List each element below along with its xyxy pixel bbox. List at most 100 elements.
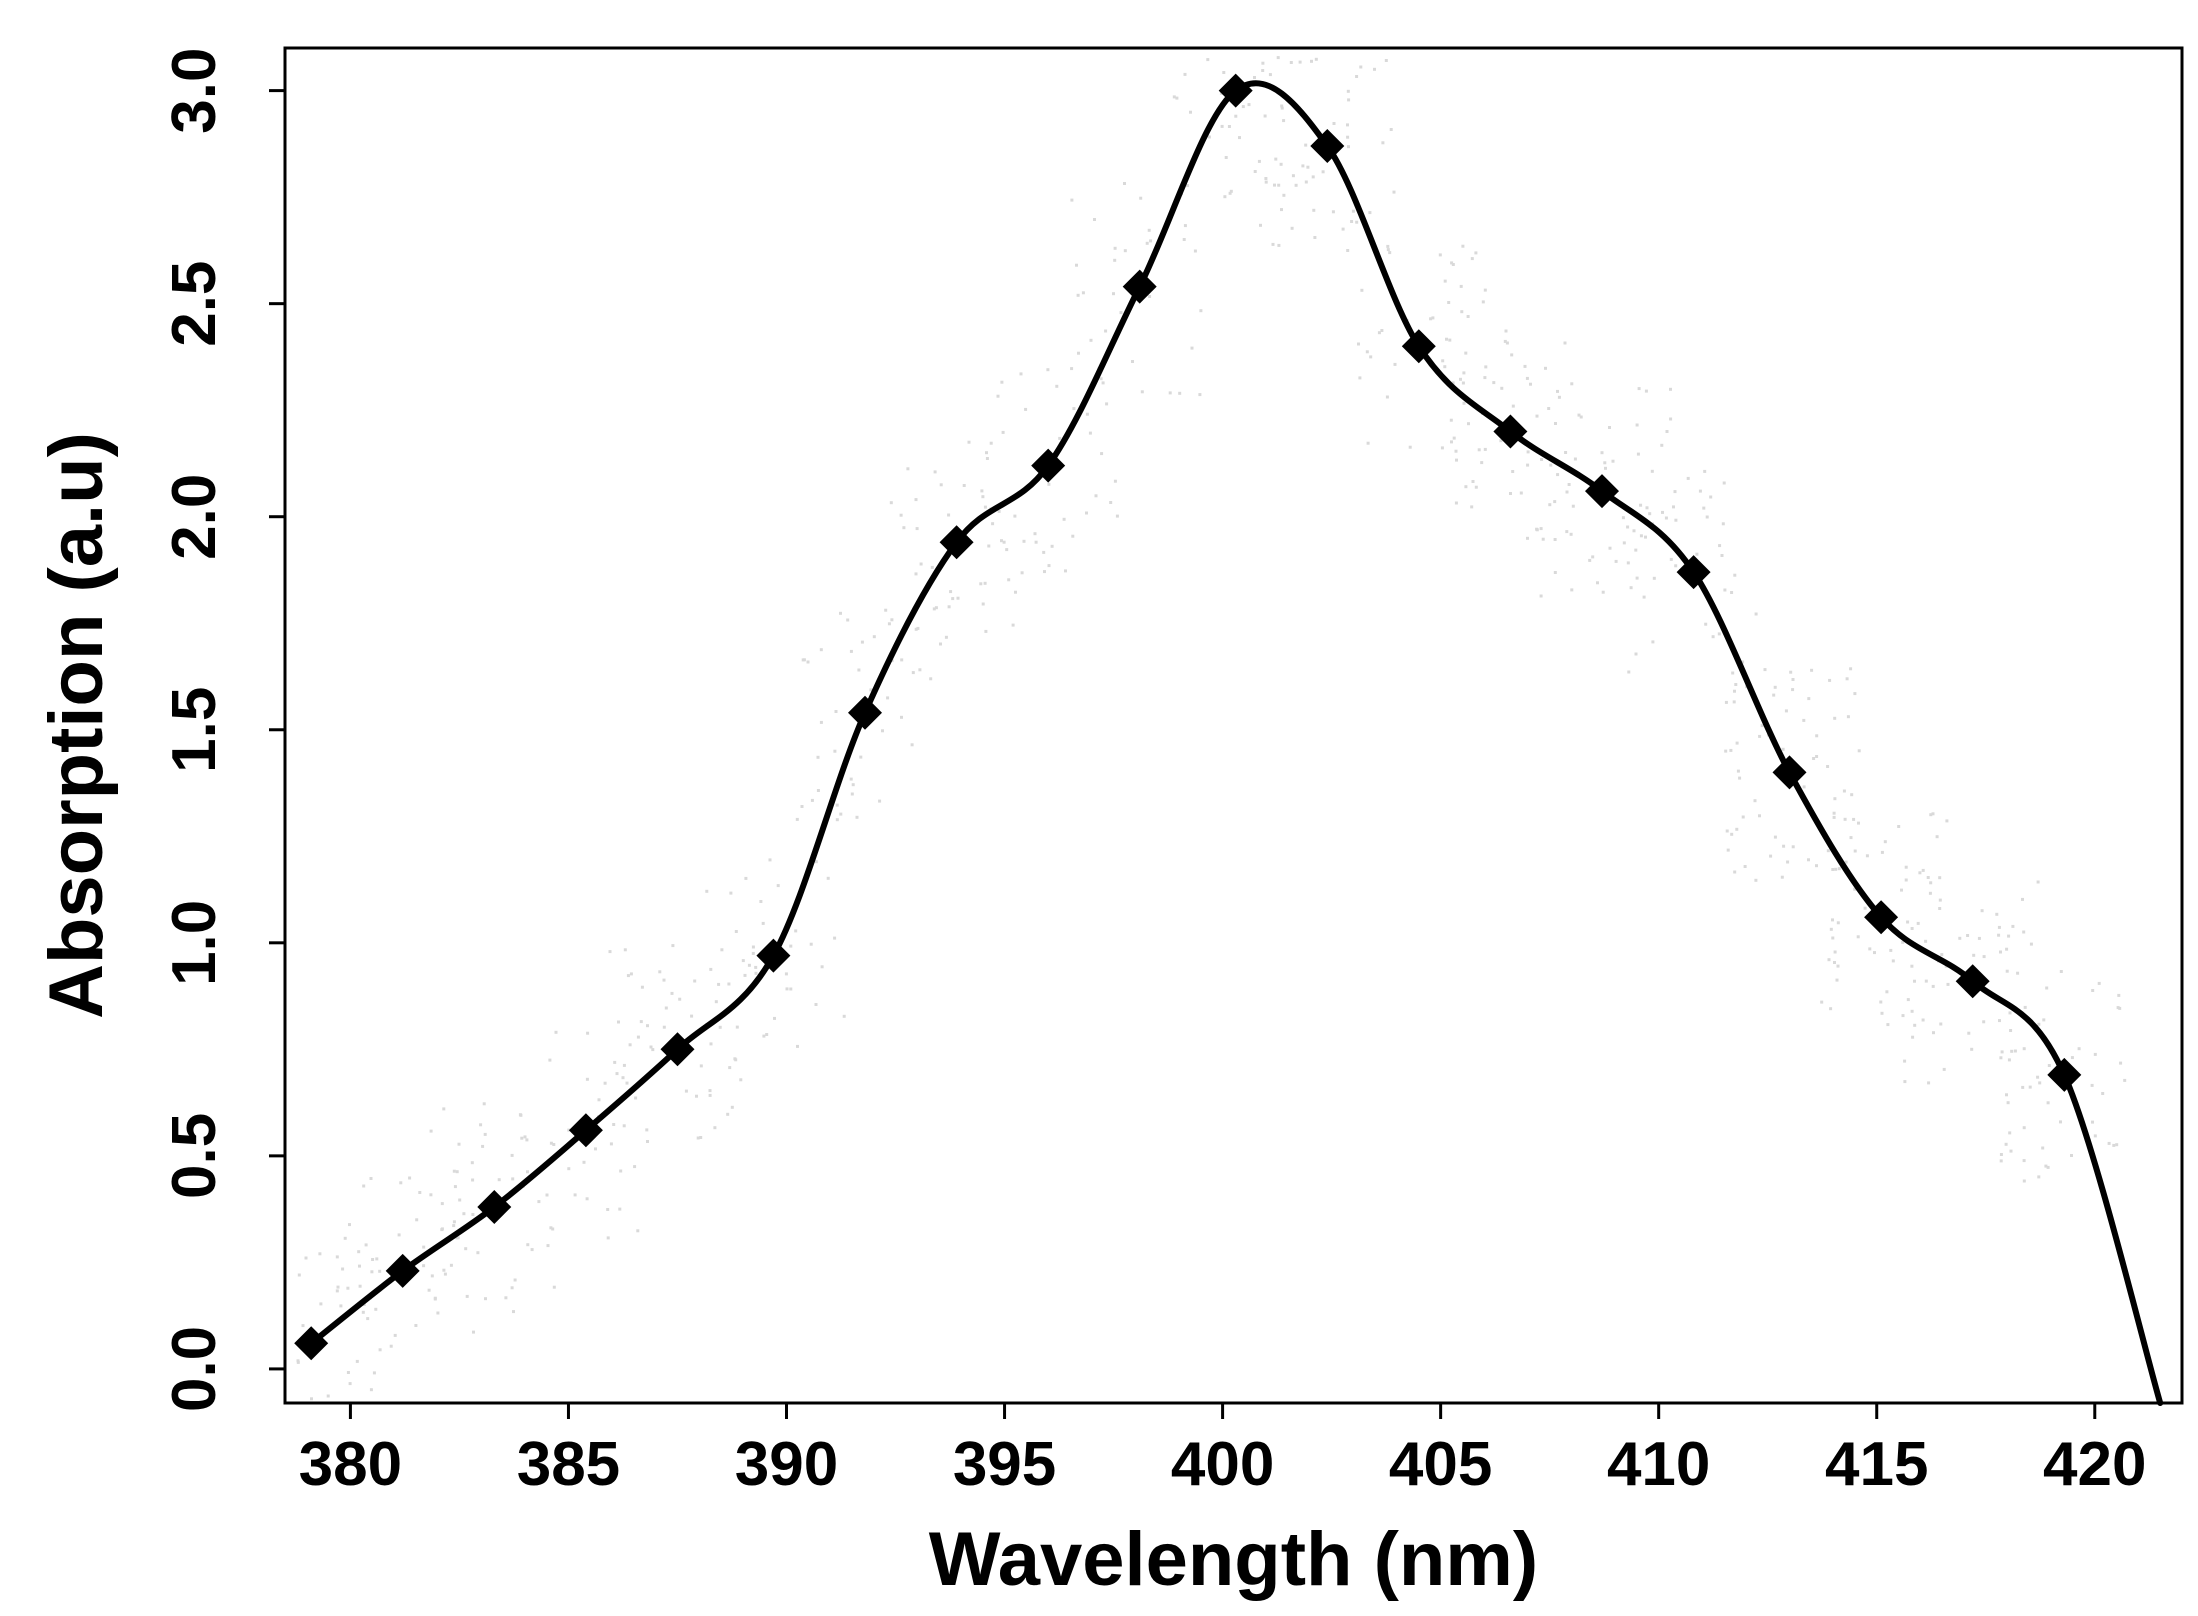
noise-dot	[981, 495, 985, 499]
noise-dot	[457, 1142, 461, 1146]
noise-dot	[1704, 622, 1708, 626]
noise-dot	[625, 1081, 629, 1085]
noise-dot	[585, 1197, 589, 1201]
noise-dot	[2022, 1159, 2026, 1163]
noise-dot	[1483, 447, 1487, 451]
noise-dot	[662, 1025, 666, 1029]
noise-dot	[2008, 1011, 2012, 1015]
noise-dot	[1868, 947, 1872, 951]
data-point-marker	[756, 938, 791, 973]
noise-dot	[2037, 1022, 2041, 1026]
noise-dot	[1849, 836, 1853, 840]
noise-dot	[1500, 386, 1504, 390]
noise-dot	[1563, 341, 1567, 345]
noise-dot	[1702, 506, 1706, 510]
noise-dot	[980, 489, 984, 493]
noise-dot	[1644, 535, 1647, 539]
noise-dot	[1301, 164, 1305, 168]
noise-dot	[1220, 124, 1224, 128]
noise-dot	[1998, 1019, 2001, 1023]
noise-dot	[1277, 243, 1281, 247]
noise-dot	[979, 582, 983, 586]
noise-dot	[301, 1324, 305, 1328]
noise-dot	[1940, 953, 1944, 957]
noise-dot	[849, 777, 853, 781]
noise-dot	[962, 484, 966, 487]
data-point-marker	[2047, 1057, 2082, 1092]
noise-dot	[819, 648, 823, 652]
noise-dot	[318, 1252, 322, 1256]
noise-dot	[335, 1289, 339, 1293]
noise-dot	[1935, 835, 1939, 839]
noise-dot	[2123, 1078, 2127, 1082]
noise-dot	[1648, 512, 1652, 516]
noise-dot	[947, 513, 951, 517]
noise-dot	[2036, 880, 2040, 884]
noise-dot	[835, 818, 839, 822]
noise-dot	[809, 942, 813, 946]
noise-dot	[1183, 72, 1187, 76]
noise-dot	[1207, 135, 1211, 139]
noise-dot	[518, 1113, 522, 1117]
noise-dot	[1853, 692, 1857, 696]
noise-dot	[911, 671, 915, 675]
noise-dot	[810, 798, 814, 802]
noise-dot	[1112, 292, 1115, 296]
noise-dot	[597, 1098, 601, 1102]
noise-dot	[335, 1255, 339, 1259]
noise-dot	[442, 1107, 446, 1111]
noise-dot	[1718, 544, 1722, 548]
noise-dot	[1443, 365, 1447, 369]
noise-dot	[1931, 812, 1935, 816]
noise-dot	[1784, 709, 1788, 713]
noise-dot	[369, 1388, 373, 1392]
noise-dot	[1291, 174, 1295, 178]
noise-dot	[951, 597, 955, 601]
noise-dot	[1812, 757, 1816, 760]
noise-dot	[1831, 918, 1834, 922]
noise-dot	[816, 755, 820, 759]
noise-dot	[2022, 930, 2026, 934]
noise-dot	[784, 972, 788, 976]
noise-dot	[1451, 263, 1455, 266]
noise-dot	[449, 1263, 453, 1267]
noise-dot	[1113, 246, 1117, 250]
noise-dot	[523, 1135, 527, 1139]
noise-dot	[548, 1058, 552, 1062]
noise-dot	[1913, 979, 1916, 983]
noise-dot	[629, 972, 633, 976]
noise-dot	[1454, 449, 1458, 453]
noise-dot	[511, 1177, 515, 1181]
noise-dot	[1464, 351, 1468, 355]
noise-dot	[1085, 412, 1089, 416]
noise-dot	[1455, 458, 1458, 462]
noise-dot	[872, 635, 876, 639]
noise-dot	[1314, 57, 1318, 61]
noise-dot	[1020, 571, 1024, 575]
noise-dot	[1732, 700, 1736, 704]
noise-dot	[1093, 218, 1096, 221]
noise-dot	[1062, 517, 1066, 521]
noise-dot	[800, 805, 804, 808]
noise-dot	[1013, 514, 1017, 518]
noise-dot	[819, 720, 823, 724]
noise-dot	[310, 1397, 313, 1401]
data-point-marker	[848, 695, 882, 730]
noise-dot	[1904, 865, 1908, 869]
noise-dot	[1924, 939, 1928, 943]
noise-dot	[851, 783, 855, 787]
noise-dot	[1720, 554, 1724, 557]
noise-dot	[1000, 380, 1004, 384]
noise-dot	[1544, 366, 1547, 370]
noise-dot	[1603, 461, 1607, 465]
noise-dot	[1347, 98, 1351, 102]
noise-dot	[985, 451, 988, 455]
noise-dot	[1147, 228, 1151, 232]
noise-dot	[433, 1297, 437, 1301]
noise-dot	[2022, 1047, 2026, 1051]
noise-dot	[1853, 887, 1857, 891]
noise-dot	[1843, 817, 1847, 821]
noise-dot	[594, 1147, 597, 1151]
noise-dot	[609, 1142, 613, 1146]
noise-dot	[1997, 933, 2001, 937]
